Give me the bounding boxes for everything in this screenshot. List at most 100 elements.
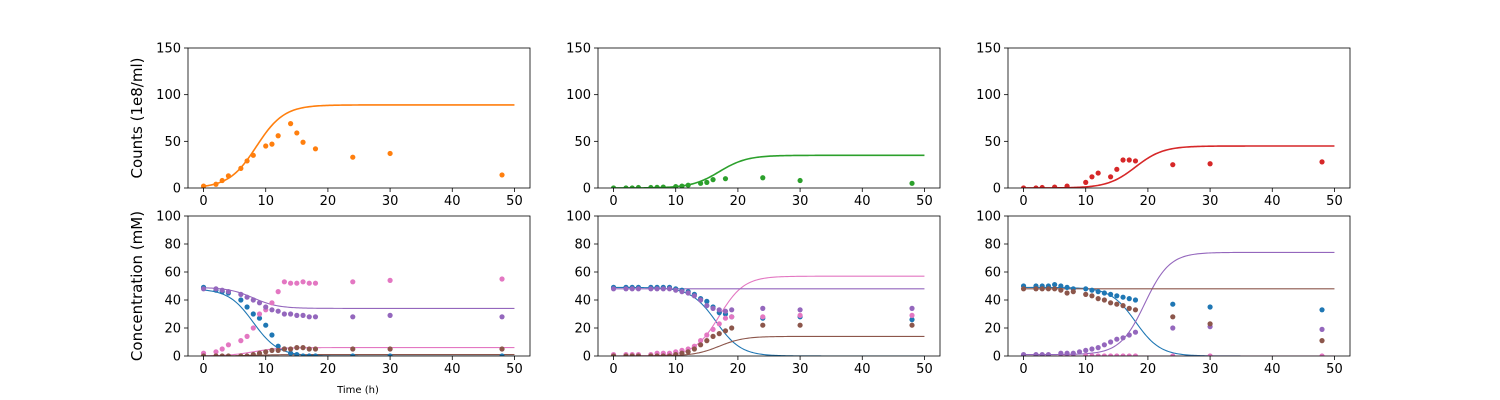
y-tick-label: 0 (583, 182, 591, 197)
data-point (1064, 284, 1070, 290)
data-point (1120, 303, 1126, 309)
data-point (654, 184, 660, 188)
x-tick-label: 30 (1202, 194, 1219, 209)
x-tick-label: 50 (916, 194, 933, 209)
data-point (909, 180, 915, 186)
data-point (499, 276, 505, 282)
data-point (1126, 157, 1132, 163)
x-tick-label: 10 (667, 194, 684, 209)
data-point (225, 353, 232, 356)
data-point (716, 321, 722, 327)
data-point (300, 353, 306, 356)
x-tick-label: 30 (792, 194, 809, 209)
data-point (722, 328, 729, 334)
data-point (1319, 307, 1325, 313)
data-point (654, 353, 660, 356)
data-point (679, 289, 685, 295)
y-tick-label: 20 (574, 322, 591, 337)
data-point (1064, 350, 1070, 356)
data-point (660, 353, 666, 356)
data-point (1108, 291, 1114, 297)
axes-frame (1007, 47, 1351, 189)
data-point (250, 352, 256, 356)
data-point (1095, 296, 1101, 302)
data-point (1319, 338, 1325, 344)
x-tick-label: 20 (730, 194, 747, 209)
fit-line (1023, 286, 1335, 356)
data-point (760, 305, 766, 311)
data-point (698, 297, 704, 303)
data-point (200, 286, 207, 292)
data-point (288, 311, 294, 317)
data-point (306, 280, 312, 286)
subplot-5: 0 10 20 30 40 50 0 20 40 60 80 100 (566, 210, 941, 377)
x-tick-label: 50 (506, 362, 523, 377)
subplot-6: 0 10 20 30 40 50 0 20 40 60 80 100 (976, 210, 1351, 377)
data-point (269, 307, 275, 313)
data-point (710, 305, 716, 311)
data-point (654, 286, 660, 292)
x-tick-label: 0 (609, 194, 617, 209)
y-tick-label: 20 (984, 322, 1001, 337)
data-point (238, 291, 244, 297)
data-point (300, 345, 306, 351)
data-point (1083, 353, 1089, 356)
data-point (499, 172, 505, 178)
data-point (1108, 353, 1114, 356)
x-tick-label: 30 (792, 362, 809, 377)
data-point (387, 353, 393, 356)
data-point (716, 331, 722, 337)
data-point (1052, 282, 1058, 288)
subplot-1: 0 10 20 30 40 50 0 50 100 150 (156, 42, 531, 209)
data-point (729, 325, 735, 331)
y-tick-label: 40 (574, 294, 591, 309)
data-point (350, 154, 356, 160)
data-point (306, 346, 312, 352)
data-point (256, 315, 263, 321)
axes-frame (187, 215, 531, 357)
data-point (387, 346, 393, 352)
data-point (275, 347, 281, 353)
data-point (350, 346, 356, 352)
data-point (1064, 183, 1070, 188)
x-tick-label: 40 (1264, 194, 1281, 209)
x-tick-label: 50 (506, 194, 523, 209)
data-point (1058, 283, 1064, 289)
data-point (797, 307, 803, 313)
data-point (387, 312, 393, 318)
data-point (244, 294, 250, 300)
fit-line (1023, 251, 1335, 356)
data-point (1114, 301, 1120, 307)
y-tick-label: 150 (156, 42, 181, 57)
data-point (1095, 170, 1101, 176)
data-point (200, 183, 207, 188)
data-point (729, 314, 735, 320)
x-tick-label: 50 (1326, 194, 1343, 209)
data-point (1095, 353, 1101, 356)
data-point (635, 353, 642, 356)
data-point (1089, 346, 1095, 352)
data-point (1083, 179, 1089, 185)
data-point (275, 343, 281, 349)
data-point (1120, 157, 1126, 163)
y-tick-label: 0 (993, 182, 1001, 197)
x-tick-label: 40 (444, 362, 461, 377)
data-point (1089, 353, 1095, 356)
y-tick-label: 50 (164, 135, 181, 150)
data-point (275, 133, 281, 139)
data-point (1114, 166, 1120, 172)
data-point (275, 308, 281, 314)
data-point (499, 353, 505, 356)
data-point (704, 298, 710, 304)
data-point (1170, 325, 1176, 331)
y-tick-label: 100 (976, 88, 1001, 103)
data-point (269, 300, 275, 306)
y-tick-label: 60 (574, 266, 591, 281)
data-point (909, 317, 915, 323)
data-point (499, 314, 505, 320)
ylabel-top: Counts (1e8/ml) (128, 58, 146, 179)
data-point (610, 353, 617, 356)
data-point (200, 353, 207, 356)
data-point (1020, 286, 1027, 292)
data-point (1132, 158, 1139, 164)
